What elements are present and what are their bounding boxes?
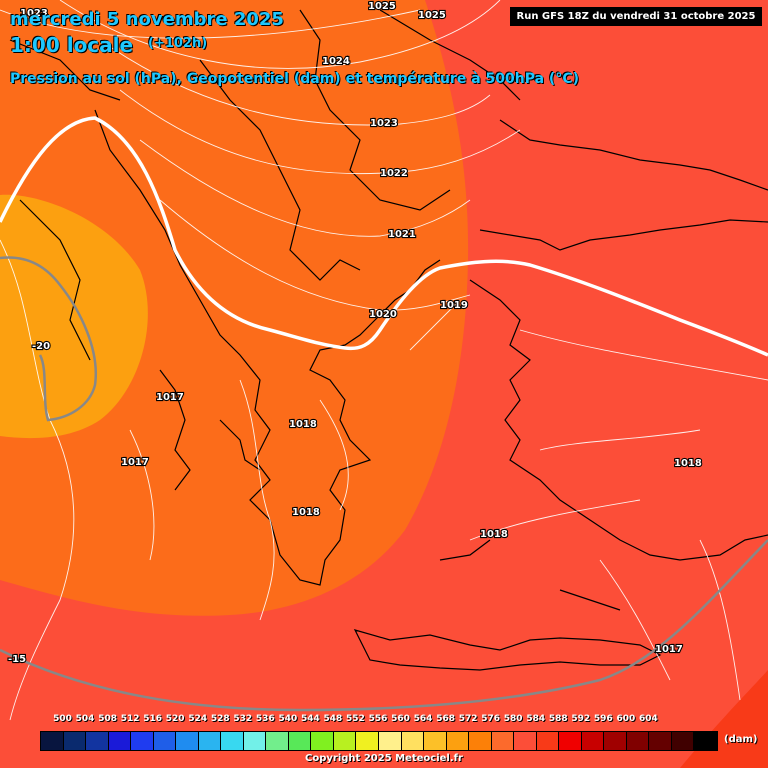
legend-swatch — [604, 732, 627, 750]
legend-swatch — [198, 732, 222, 750]
legend-tick-label: 516 — [143, 714, 163, 724]
legend-swatch — [356, 732, 379, 750]
legend-tick-label: 588 — [548, 714, 568, 724]
legend-swatch — [581, 732, 605, 750]
pressure-label: 1017 — [121, 457, 149, 468]
forecast-hour: 1:00 locale — [10, 33, 134, 57]
legend-tick-label: 500 — [53, 714, 72, 724]
pressure-label: 1025 — [368, 1, 396, 12]
field-568-572 — [0, 194, 148, 439]
pressure-label: 1017 — [655, 644, 683, 655]
legend-swatch — [559, 732, 582, 750]
legend-tick-label: 532 — [233, 714, 253, 724]
legend-swatch — [649, 732, 672, 750]
model-run-info: Run GFS 18Z du vendredi 31 octobre 2025 — [510, 7, 762, 26]
legend-swatch — [63, 732, 87, 750]
legend-tick-label: 592 — [571, 714, 591, 724]
legend-tick-label: 556 — [368, 714, 388, 724]
pressure-label: 1020 — [369, 309, 397, 320]
legend-color-bar — [40, 731, 718, 751]
pressure-label: 1017 — [156, 392, 184, 403]
legend-swatch — [108, 732, 132, 750]
legend-tick-label: 580 — [503, 714, 523, 724]
pressure-label: 1024 — [322, 56, 350, 67]
legend-swatch — [221, 732, 244, 750]
legend-swatch — [333, 732, 357, 750]
legend-tick-label: 524 — [188, 714, 208, 724]
legend-swatch — [694, 732, 717, 750]
isotherms — [0, 256, 768, 712]
copyright-notice: Copyright 2025 Meteociel.fr — [305, 753, 463, 764]
temperature-label: -20 — [32, 341, 50, 352]
legend-swatch — [86, 732, 109, 750]
legend-swatch — [378, 732, 402, 750]
pressure-label: 1025 — [418, 10, 446, 21]
legend-unit: (dam) — [724, 734, 758, 745]
forecast-lead-time: (+102h) — [148, 36, 208, 51]
legend-tick-label: 540 — [278, 714, 298, 724]
legend-tick-label: 564 — [413, 714, 433, 724]
legend-tick-label: 552 — [346, 714, 365, 724]
legend-swatch — [131, 732, 154, 750]
pressure-label: 1023 — [370, 118, 398, 129]
legend-swatch — [176, 732, 199, 750]
legend-swatch — [311, 732, 334, 750]
map-description: Pression au sol (hPa), Geopotentiel (dam… — [10, 71, 579, 87]
pressure-label: 1019 — [440, 300, 468, 311]
legend-tick-label: 520 — [165, 714, 185, 724]
legend-swatch — [288, 732, 312, 750]
legend-tick-label: 584 — [526, 714, 546, 724]
pressure-label: 1018 — [289, 419, 317, 430]
legend-tick-label: 508 — [98, 714, 117, 724]
legend-swatch — [401, 732, 425, 750]
temperature-labels: -20 -15 — [7, 340, 51, 666]
legend-swatch — [41, 732, 64, 750]
legend-swatch — [424, 732, 447, 750]
pressure-label: 1022 — [380, 168, 408, 179]
legend-tick-label: 600 — [616, 714, 636, 724]
isobars — [0, 0, 768, 721]
temperature-label: -15 — [8, 654, 26, 665]
legend-swatch — [491, 732, 515, 750]
geopotential-contour — [0, 116, 768, 357]
pressure-label: 1023 — [20, 8, 48, 19]
legend-swatch — [153, 732, 177, 750]
pressure-label: 1018 — [292, 507, 320, 518]
legend-tick-label: 528 — [210, 714, 230, 724]
legend-swatch — [536, 732, 560, 750]
legend-tick-labels: 500 504 508 512 516 520 524 528 532 536 540 544 548 5… — [40, 714, 716, 728]
pressure-labels: 1025 1025 1024 1023 1023 1022 1021 1020 … — [19, 0, 703, 656]
legend-tick-label: 572 — [458, 714, 478, 724]
pressure-label: 1018 — [480, 529, 508, 540]
legend-tick-label: 576 — [481, 714, 501, 724]
legend-swatch — [671, 732, 695, 750]
legend-swatch — [469, 732, 492, 750]
legend-tick-label: 596 — [593, 714, 613, 724]
legend-tick-label: 560 — [391, 714, 410, 724]
coastlines — [9, 9, 768, 671]
legend-swatch — [446, 732, 470, 750]
legend-swatch — [243, 732, 267, 750]
pressure-label: 1018 — [674, 458, 702, 469]
legend-tick-label: 504 — [75, 714, 95, 724]
legend-swatch — [626, 732, 650, 750]
legend-tick-label: 512 — [120, 714, 140, 724]
legend-swatch — [266, 732, 289, 750]
pressure-label: 1021 — [388, 229, 416, 240]
legend-tick-label: 536 — [255, 714, 275, 724]
legend-tick-label: 604 — [638, 714, 658, 724]
field-572-576 — [0, 0, 469, 616]
legend-swatch — [514, 732, 537, 750]
forecast-date: mercredi 5 novembre 2025 — [10, 9, 284, 30]
legend-tick-label: 568 — [436, 714, 455, 724]
legend-tick-label: 544 — [300, 714, 320, 724]
legend-tick-label: 548 — [323, 714, 343, 724]
